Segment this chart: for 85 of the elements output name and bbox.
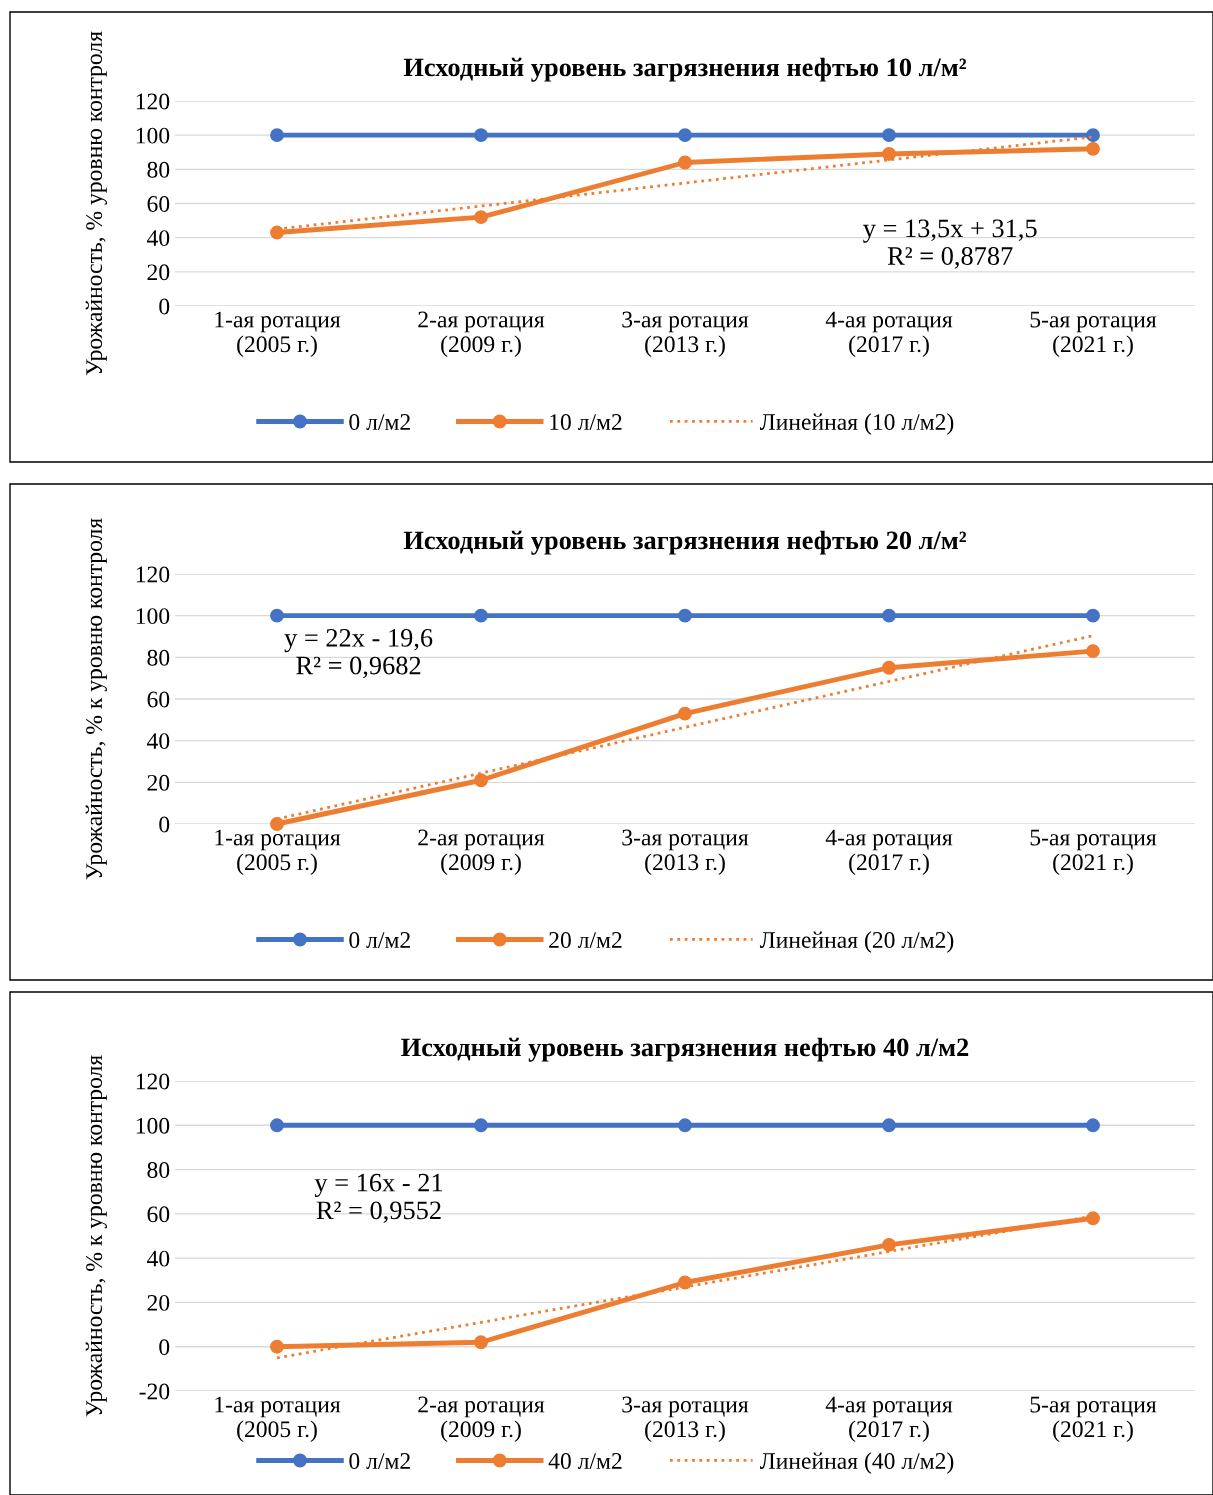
x-tick-label: 3-ая ротация (2013 г.) bbox=[622, 829, 749, 875]
y-tick-label: 20 bbox=[147, 774, 170, 791]
point bbox=[270, 1118, 284, 1133]
y-tick-label: 0 bbox=[159, 1339, 170, 1356]
y-tick-label: 120 bbox=[136, 1073, 170, 1090]
x-tick-label: 3-ая ротация (2013 г.) bbox=[622, 1396, 749, 1442]
chart-title: Исходный уровень загрязнения нефтью 40 л/м2 bbox=[401, 1037, 969, 1062]
point bbox=[678, 608, 692, 623]
y-tick-label: 60 bbox=[147, 691, 170, 708]
point bbox=[474, 773, 488, 788]
point bbox=[1086, 608, 1100, 623]
point bbox=[1086, 141, 1100, 156]
y-tick-label: 60 bbox=[147, 1206, 170, 1223]
chart-title: Исходный уровень загрязнения нефтью 20 л/м² bbox=[403, 530, 967, 555]
legend-label: Линейная (20 л/м2) bbox=[759, 931, 954, 953]
x-tick-label: 4-ая ротация (2017 г.) bbox=[825, 311, 953, 357]
y-tick-label: 0 bbox=[159, 816, 170, 833]
point bbox=[1086, 1118, 1100, 1133]
y-tick-label: 20 bbox=[147, 1294, 170, 1311]
point bbox=[882, 147, 896, 161]
y-tick-label: 100 bbox=[136, 127, 170, 144]
y-tick-label: 80 bbox=[147, 649, 170, 666]
point bbox=[678, 706, 692, 721]
point bbox=[474, 210, 488, 225]
point bbox=[678, 128, 692, 143]
x-tick-label: 1-ая ротация (2005 г.) bbox=[215, 311, 341, 357]
point bbox=[882, 608, 896, 623]
point bbox=[678, 1118, 692, 1133]
y-tick-label: 80 bbox=[147, 161, 170, 178]
legend-label: 0 л/м2 bbox=[349, 1453, 410, 1469]
y-tick-label: 100 bbox=[136, 1117, 170, 1134]
y-axis-title: Урожайность, % уровню контроля bbox=[85, 31, 107, 376]
legend-label: 40 л/м2 bbox=[548, 1453, 622, 1469]
y-tick-label: 60 bbox=[147, 195, 170, 212]
annotation: y = 22x - 19,6 R² = 0,9682 bbox=[284, 629, 433, 679]
point bbox=[474, 608, 488, 623]
x-tick-label: 3-ая ротация (2013 г.) bbox=[622, 311, 749, 357]
point bbox=[882, 1237, 896, 1252]
legend-label: 0 л/м2 bbox=[349, 932, 410, 948]
chart-title: Исходный уровень загрязнения нефтью 10 л/м² bbox=[403, 57, 967, 82]
y-tick-label: 120 bbox=[136, 93, 170, 110]
x-tick-label: 2-ая ротация (2009 г.) bbox=[418, 311, 545, 357]
x-tick-label: 5-ая ротация (2021 г.) bbox=[1030, 1396, 1157, 1442]
y-tick-label: 100 bbox=[136, 608, 170, 625]
x-tick-label: 5-ая ротация (2021 г.) bbox=[1030, 829, 1157, 875]
legend-label: 10 л/м2 bbox=[550, 414, 622, 430]
y-tick-label: 40 bbox=[146, 230, 170, 247]
point bbox=[882, 1118, 896, 1133]
point bbox=[882, 128, 896, 143]
y-tick-label: -20 bbox=[139, 1383, 170, 1400]
point bbox=[474, 1118, 488, 1133]
point bbox=[474, 1335, 488, 1350]
point bbox=[1086, 128, 1100, 143]
point bbox=[474, 128, 488, 143]
legend-label: Линейная (40 л/м2) bbox=[759, 1452, 954, 1474]
annotation: y = 13,5x + 31,5 R² = 0,8787 bbox=[863, 219, 1037, 269]
y-tick-label: 120 bbox=[136, 566, 170, 583]
x-tick-label: 4-ая ротация (2017 г.) bbox=[825, 829, 953, 875]
point bbox=[270, 608, 284, 623]
point bbox=[678, 1275, 692, 1290]
y-tick-label: 20 bbox=[147, 264, 170, 281]
point bbox=[270, 128, 284, 143]
y-axis-title: Урожайность, % к уровню контроля bbox=[85, 1055, 107, 1417]
y-tick-label: 40 bbox=[146, 1250, 170, 1267]
y-tick-label: 40 bbox=[146, 733, 170, 750]
point bbox=[270, 225, 284, 240]
x-tick-label: 4-ая ротация (2017 г.) bbox=[825, 1396, 953, 1442]
point bbox=[270, 817, 284, 831]
x-tick-label: 1-ая ротация (2005 г.) bbox=[215, 1396, 341, 1442]
x-tick-label: 1-ая ротация (2005 г.) bbox=[215, 829, 341, 875]
annotation: y = 16x - 21 R² = 0,9552 bbox=[314, 1173, 443, 1223]
point bbox=[678, 155, 692, 170]
y-tick-label: 80 bbox=[147, 1162, 170, 1178]
legend-label: 20 л/м2 bbox=[549, 932, 622, 948]
x-tick-label: 2-ая ротация (2009 г.) bbox=[418, 829, 545, 875]
point bbox=[882, 660, 896, 675]
x-tick-label: 5-ая ротация (2021 г.) bbox=[1030, 311, 1157, 357]
point bbox=[270, 1339, 284, 1354]
y-axis-title: Урожайность, % к уровню контроля bbox=[85, 518, 107, 880]
y-tick-label: 0 bbox=[159, 298, 170, 315]
point bbox=[1086, 644, 1100, 659]
legend-label: Линейная (10 л/м2) bbox=[759, 413, 954, 435]
legend-label: 0 л/м2 bbox=[349, 414, 410, 430]
point bbox=[1086, 1211, 1100, 1226]
x-tick-label: 2-ая ротация (2009 г.) bbox=[418, 1396, 545, 1442]
